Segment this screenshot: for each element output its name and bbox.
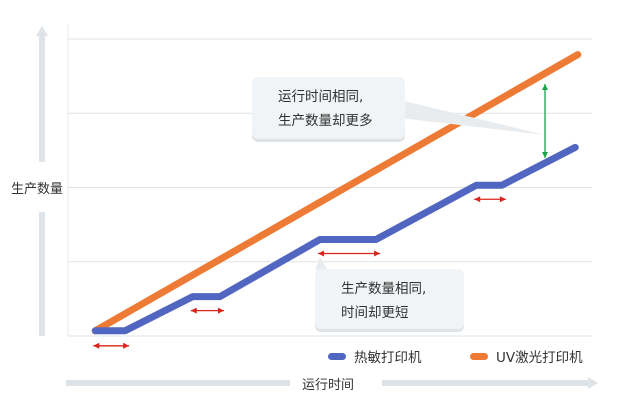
legend-swatch [470,352,488,360]
output-gap-arrow [542,84,548,158]
callout-pointer-top [400,100,545,135]
x-axis-label: 运行时间 [302,378,355,393]
time-gap-arrow [93,342,130,349]
time-gap-arrow [474,196,506,203]
callout-line: 运行时间相同, [278,89,364,105]
callout-line: 生产数量相同, [341,281,427,297]
legend-item-thermal: 热敏打印机 [328,346,422,366]
series-line [91,143,579,335]
y-axis-label: 生产数量 [11,182,64,197]
legend-swatch [328,352,346,360]
legend-label: UV激光打印机 [496,350,583,366]
callout-less-time: 生产数量相同, 时间却更短 [315,269,464,329]
time-gap-arrow [318,250,381,257]
legend-item-uv: UV激光打印机 [470,346,583,366]
legend-label: 热敏打印机 [354,350,422,366]
y-axis-arrow [36,26,48,336]
callout-line: 生产数量却更多 [278,113,373,129]
x-axis-arrow [66,377,598,389]
callout-line: 时间却更短 [341,305,409,321]
callout-more-output: 运行时间相同, 生产数量却更多 [252,77,405,139]
gridlines [68,38,592,337]
series-line [91,51,582,335]
callout-pointer-bottom [315,257,328,270]
time-gap-arrow [190,307,224,314]
